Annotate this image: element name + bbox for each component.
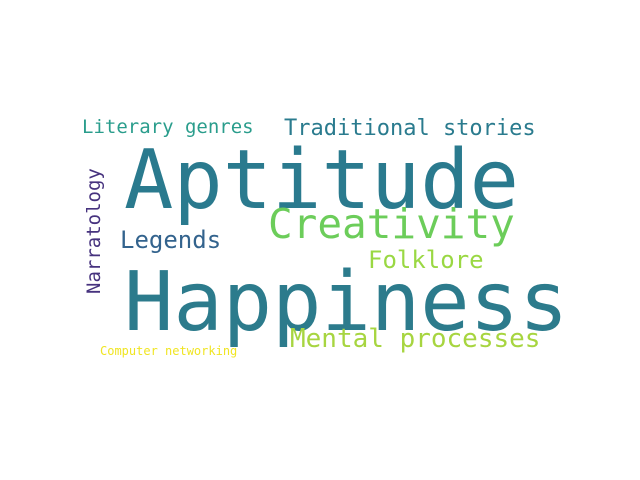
- word-mental-processes: Mental processes: [290, 324, 541, 354]
- word-folklore: Folklore: [368, 246, 484, 274]
- word-legends: Legends: [120, 226, 222, 254]
- word-literary-genres: Literary genres: [82, 116, 254, 138]
- word-happiness: Happiness: [124, 255, 569, 350]
- word-computer-networking: Computer networking: [100, 344, 238, 358]
- word-creativity: Creativity: [268, 200, 515, 248]
- word-aptitude: Aptitude: [124, 133, 519, 228]
- word-traditional-stories: Traditional stories: [284, 116, 536, 141]
- word-narratology: Narratology: [83, 168, 105, 294]
